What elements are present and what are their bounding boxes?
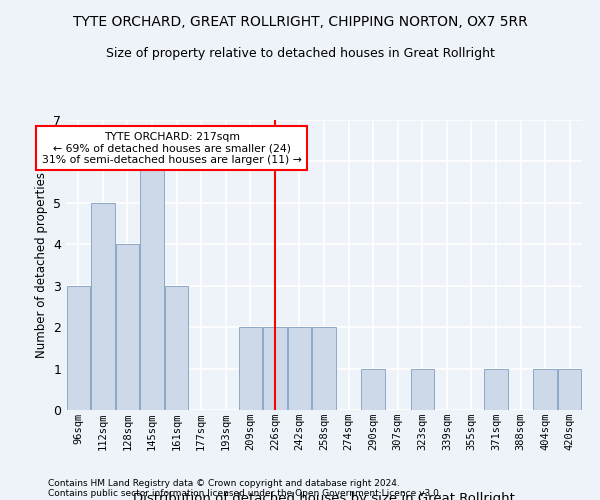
Bar: [361, 368, 385, 410]
Bar: [67, 286, 90, 410]
Text: Contains HM Land Registry data © Crown copyright and database right 2024.: Contains HM Land Registry data © Crown c…: [48, 478, 400, 488]
X-axis label: Distribution of detached houses by size in Great Rollright: Distribution of detached houses by size …: [133, 492, 515, 500]
Bar: [313, 327, 335, 410]
Bar: [91, 203, 115, 410]
Bar: [558, 368, 581, 410]
Y-axis label: Number of detached properties: Number of detached properties: [35, 172, 47, 358]
Text: TYTE ORCHARD, GREAT ROLLRIGHT, CHIPPING NORTON, OX7 5RR: TYTE ORCHARD, GREAT ROLLRIGHT, CHIPPING …: [73, 15, 527, 29]
Bar: [484, 368, 508, 410]
Bar: [239, 327, 262, 410]
Text: Contains public sector information licensed under the Open Government Licence v3: Contains public sector information licen…: [48, 488, 442, 498]
Bar: [533, 368, 557, 410]
Bar: [140, 162, 164, 410]
Bar: [410, 368, 434, 410]
Bar: [263, 327, 287, 410]
Bar: [288, 327, 311, 410]
Text: TYTE ORCHARD: 217sqm
← 69% of detached houses are smaller (24)
31% of semi-detac: TYTE ORCHARD: 217sqm ← 69% of detached h…: [42, 132, 302, 165]
Bar: [116, 244, 139, 410]
Bar: [165, 286, 188, 410]
Text: Size of property relative to detached houses in Great Rollright: Size of property relative to detached ho…: [106, 48, 494, 60]
